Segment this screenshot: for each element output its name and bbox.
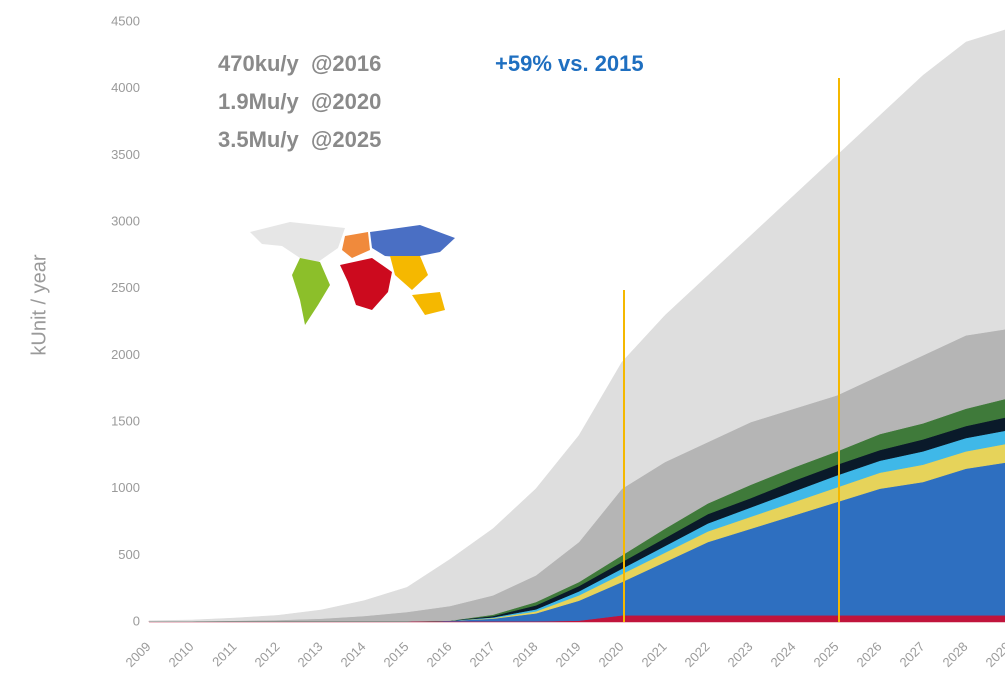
x-tick-label: 2029 bbox=[982, 639, 1005, 670]
x-tick-label: 2019 bbox=[552, 639, 583, 670]
annotation: +59% vs. 2015 bbox=[495, 51, 644, 76]
y-axis-label: kUnit / year bbox=[28, 254, 50, 355]
map-region bbox=[342, 232, 370, 258]
annotation: 3.5Mu/y @2025 bbox=[218, 127, 381, 152]
y-tick-label: 500 bbox=[118, 547, 140, 562]
x-tick-label: 2016 bbox=[423, 639, 454, 670]
x-tick-label: 2027 bbox=[896, 639, 927, 670]
y-tick-label: 3500 bbox=[111, 147, 140, 162]
map-region bbox=[292, 258, 330, 325]
annotation: 1.9Mu/y @2020 bbox=[218, 89, 381, 114]
y-tick-label: 4500 bbox=[111, 13, 140, 28]
x-tick-label: 2024 bbox=[767, 639, 798, 670]
x-tick-label: 2018 bbox=[509, 639, 540, 670]
y-tick-label: 2000 bbox=[111, 347, 140, 362]
x-tick-label: 2028 bbox=[939, 639, 970, 670]
x-tick-label: 2023 bbox=[724, 639, 755, 670]
x-tick-label: 2021 bbox=[638, 639, 669, 670]
x-tick-label: 2025 bbox=[810, 639, 841, 670]
map-region bbox=[250, 222, 345, 262]
annotation: 470ku/y @2016 bbox=[218, 51, 381, 76]
x-tick-label: 2014 bbox=[337, 639, 368, 670]
x-tick-label: 2012 bbox=[251, 639, 282, 670]
map-region bbox=[340, 258, 392, 310]
x-tick-label: 2009 bbox=[122, 639, 153, 670]
x-tick-label: 2026 bbox=[853, 639, 884, 670]
map-region bbox=[390, 256, 428, 290]
map-region bbox=[370, 225, 455, 258]
x-tick-label: 2010 bbox=[165, 639, 196, 670]
world-map bbox=[250, 222, 455, 325]
plot-area bbox=[148, 29, 1005, 623]
x-tick-label: 2020 bbox=[595, 639, 626, 670]
y-tick-label: 3000 bbox=[111, 213, 140, 228]
x-tick-label: 2017 bbox=[466, 639, 497, 670]
x-tick-label: 2022 bbox=[681, 639, 712, 670]
y-tick-label: 1000 bbox=[111, 480, 140, 495]
x-tick-label: 2013 bbox=[294, 639, 325, 670]
y-tick-label: 4000 bbox=[111, 80, 140, 95]
y-tick-label: 0 bbox=[133, 613, 140, 628]
map-region bbox=[412, 292, 445, 315]
x-tick-label: 2011 bbox=[209, 639, 239, 669]
y-tick-label: 2500 bbox=[111, 280, 140, 295]
x-tick-label: 2015 bbox=[380, 639, 411, 670]
area bbox=[148, 29, 1005, 622]
y-tick-label: 1500 bbox=[111, 413, 140, 428]
